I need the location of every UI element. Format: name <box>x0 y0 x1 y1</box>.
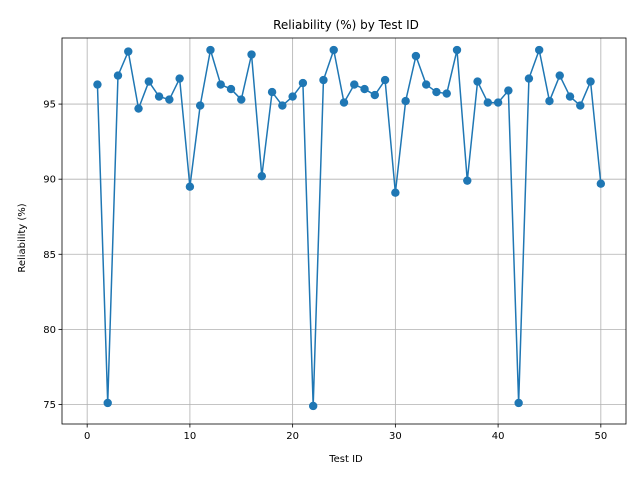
data-point <box>237 95 246 104</box>
data-point <box>493 98 503 107</box>
x-tick-label: 10 <box>184 431 197 442</box>
data-point <box>267 87 277 97</box>
x-tick-label: 0 <box>84 431 90 442</box>
data-point <box>257 171 267 181</box>
data-point <box>216 80 225 89</box>
data-point <box>432 87 441 97</box>
x-axis-label: Test ID <box>328 454 363 465</box>
x-tick-label: 30 <box>389 431 402 442</box>
plot-frame <box>61 37 627 425</box>
data-point <box>247 50 256 59</box>
data-point <box>576 101 585 110</box>
data-point <box>565 92 575 101</box>
x-tick-label: 50 <box>594 431 607 442</box>
data-point <box>380 75 390 85</box>
data-point <box>350 80 359 89</box>
data-point <box>411 51 421 61</box>
x-tick-label: 20 <box>286 431 299 442</box>
series-reliability <box>93 45 606 411</box>
data-point <box>360 84 369 94</box>
data-point <box>185 182 195 191</box>
data-point <box>339 98 349 107</box>
series-line <box>96 49 602 407</box>
x-tick-label: 40 <box>492 431 505 442</box>
data-point <box>473 77 482 86</box>
data-point <box>298 78 308 88</box>
data-point <box>154 92 164 101</box>
data-point <box>308 401 318 411</box>
y-axis-label: Reliability (%) <box>17 203 28 272</box>
data-point <box>165 95 174 104</box>
data-point <box>514 398 523 408</box>
data-point <box>401 96 410 106</box>
y-tick-label: 80 <box>43 325 56 336</box>
data-point <box>504 86 513 95</box>
data-point <box>278 101 287 110</box>
data-point <box>329 45 338 55</box>
data-point <box>93 80 102 89</box>
data-point <box>226 84 236 94</box>
grid <box>62 38 626 424</box>
axes: 0 10 20 30 40 50 75 80 85 90 95 <box>43 37 627 442</box>
data-point <box>319 75 328 85</box>
data-point <box>545 96 554 106</box>
data-point <box>524 74 534 83</box>
y-tick-label: 75 <box>43 400 56 411</box>
data-point <box>534 45 544 55</box>
data-point <box>370 90 380 100</box>
y-tick-label: 85 <box>43 250 56 261</box>
data-point <box>596 179 606 188</box>
data-point <box>391 188 400 197</box>
y-tick-label: 90 <box>43 175 56 186</box>
y-tick-label: 95 <box>43 100 56 111</box>
data-point <box>134 104 143 113</box>
data-point <box>483 98 493 107</box>
data-point <box>463 176 472 185</box>
data-point <box>555 71 564 80</box>
data-point <box>206 45 215 55</box>
data-point <box>103 398 112 408</box>
data-point <box>144 77 154 86</box>
data-point <box>442 89 451 98</box>
data-point <box>175 74 184 83</box>
data-point <box>124 47 133 56</box>
chart-title: Reliability (%) by Test ID <box>273 18 419 32</box>
data-point <box>288 92 297 101</box>
data-point <box>113 71 123 80</box>
data-point <box>586 77 595 86</box>
data-point <box>452 45 462 55</box>
data-point <box>421 80 431 89</box>
data-point <box>195 101 205 110</box>
